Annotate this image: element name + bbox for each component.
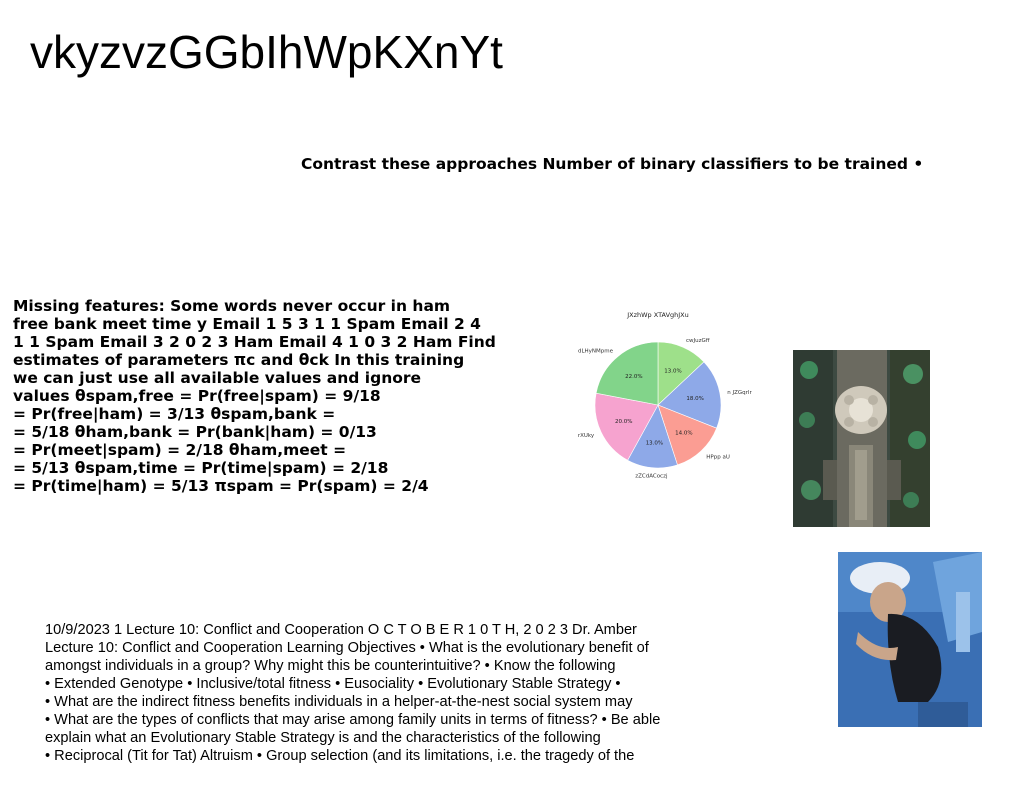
pie-category-label: HPpp aU	[706, 454, 730, 460]
text-line: • What are the indirect fitness benefits…	[45, 694, 633, 710]
pie-category-label: rXUky	[578, 433, 595, 439]
text-line: 10/9/2023 1 Lecture 10: Conflict and Coo…	[45, 622, 637, 638]
text-line: = Pr(meet|spam) = 2/18 θham,meet =	[13, 441, 347, 459]
pie-slice	[594, 392, 659, 461]
text-line: Missing features: Some words never occur…	[13, 297, 451, 315]
subheading-text: Contrast these approaches Number of bina…	[301, 155, 924, 173]
pie-category-label: n JZGqrlr	[727, 390, 752, 396]
text-line: free bank meet time y Email 1 5 3 1 1 Sp…	[13, 315, 481, 333]
text-line: Lecture 10: Conflict and Cooperation Lea…	[45, 640, 649, 656]
pie-chart: JXzhWp XTAVghJXu 13.0% cwJuzGff 18.0% n JZG…	[578, 311, 753, 479]
text-line: = 5/13 θspam,time = Pr(time|spam) = 2/18	[13, 459, 389, 477]
text-line: • Reciprocal (Tit for Tat) Altruism • Gr…	[45, 748, 635, 764]
pie-slice	[657, 361, 722, 429]
pie-category-label: cwJuzGff	[686, 338, 710, 344]
pie-percent-label: 13.0%	[646, 441, 663, 447]
chart-title: JXzhWp XTAVghJXu	[626, 311, 689, 319]
pie-percent-label: 22.0%	[625, 374, 642, 380]
missing-features-text: Missing features: Some words never occur…	[13, 297, 533, 495]
aerial-city-photo	[793, 350, 930, 527]
page-title: vkyzvzGGbIhWpKXnYt	[30, 26, 503, 78]
text-line: values θspam,free = Pr(free|spam) = 9/18	[13, 387, 381, 405]
pie-category-label: zZCdACoczj	[635, 473, 668, 479]
text-line: • What are the types of conflicts that m…	[45, 712, 661, 728]
pie-percent-label: 20.0%	[615, 419, 632, 425]
person-lying-blue-tones-photo	[838, 552, 982, 727]
text-line: • Extended Genotype • Inclusive/total fi…	[45, 676, 621, 692]
pie-percent-label: 14.0%	[675, 431, 692, 437]
text-line: explain what an Evolutionary Stable Stra…	[45, 730, 601, 746]
pie-category-label: dLHyNMpme	[578, 349, 614, 355]
pie-percent-label: 18.0%	[686, 396, 703, 402]
lecture-text: 10/9/2023 1 Lecture 10: Conflict and Coo…	[45, 621, 745, 765]
pie-percent-label: 13.0%	[664, 368, 681, 374]
text-line: 1 1 Spam Email 3 2 0 2 3 Ham Email 4 1 0…	[13, 333, 496, 351]
text-line: amongst individuals in a group? Why migh…	[45, 658, 616, 674]
text-line: = Pr(free|ham) = 3/13 θspam,bank =	[13, 405, 336, 423]
text-line: = Pr(time|ham) = 5/13 πspam = Pr(spam) =…	[13, 477, 429, 495]
text-line: we can just use all available values and…	[13, 369, 422, 387]
text-line: = 5/18 θham,bank = Pr(bank|ham) = 0/13	[13, 423, 377, 441]
text-line: estimates of parameters πc and θck In th…	[13, 351, 465, 369]
pie-slice	[595, 341, 659, 406]
